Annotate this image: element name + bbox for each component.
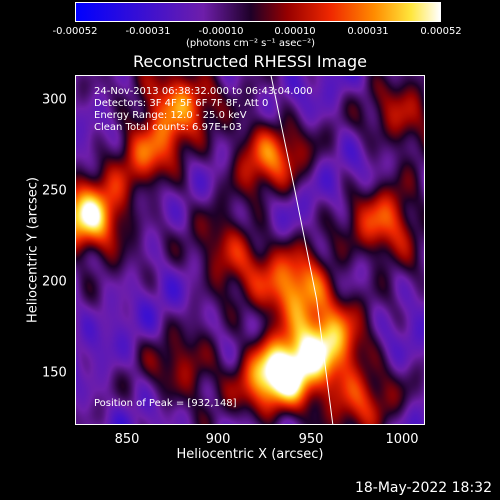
heatmap-image bbox=[76, 76, 424, 424]
timestamp-footer: 18-May-2022 18:32 bbox=[354, 480, 492, 496]
chart-title: Reconstructed RHESSI Image bbox=[133, 52, 367, 71]
annotation-detectors: Detectors: 3F 4F 5F 6F 7F 8F, Att 0 bbox=[94, 98, 269, 109]
colorbar-tick-label: 0.00052 bbox=[420, 26, 462, 37]
colorbar-tick-label: 0.00010 bbox=[274, 26, 316, 37]
colorbar-tick-label: -0.00031 bbox=[125, 26, 171, 37]
colorbar-tick-label: -0.00010 bbox=[198, 26, 244, 37]
y-axis-label: Heliocentric Y (arcsec) bbox=[25, 177, 41, 323]
colorbar-tick-label: 0.00031 bbox=[347, 26, 389, 37]
limb-overlay bbox=[270, 76, 334, 424]
plot-area: 24-Nov-2013 06:38:32.000 to 06:43:04.000… bbox=[75, 75, 425, 425]
y-tick-label: 200 bbox=[42, 274, 67, 290]
x-tick-label: 850 bbox=[114, 432, 140, 447]
annotation-clean: Clean Total counts: 6.97E+03 bbox=[94, 122, 242, 133]
y-tick-label: 300 bbox=[42, 92, 67, 108]
x-tick-label: 1000 bbox=[385, 432, 419, 447]
x-tick-label: 900 bbox=[205, 432, 231, 447]
y-tick-label: 150 bbox=[42, 365, 67, 381]
annotation-peak: Position of Peak = [932,148] bbox=[94, 398, 237, 409]
y-tick-label: 250 bbox=[42, 183, 67, 199]
colorbar-units: (photons cm⁻² s⁻¹ asec⁻²) bbox=[186, 38, 316, 49]
annotation-energy: Energy Range: 12.0 - 25.0 keV bbox=[94, 110, 247, 121]
x-axis-label: Heliocentric X (arcsec) bbox=[176, 447, 324, 462]
solar-limb-line bbox=[270, 76, 334, 424]
colorbar bbox=[75, 2, 441, 22]
x-tick-label: 950 bbox=[298, 432, 324, 447]
colorbar-tick-label: -0.00052 bbox=[52, 26, 98, 37]
annotation-time: 24-Nov-2013 06:38:32.000 to 06:43:04.000 bbox=[94, 86, 313, 97]
